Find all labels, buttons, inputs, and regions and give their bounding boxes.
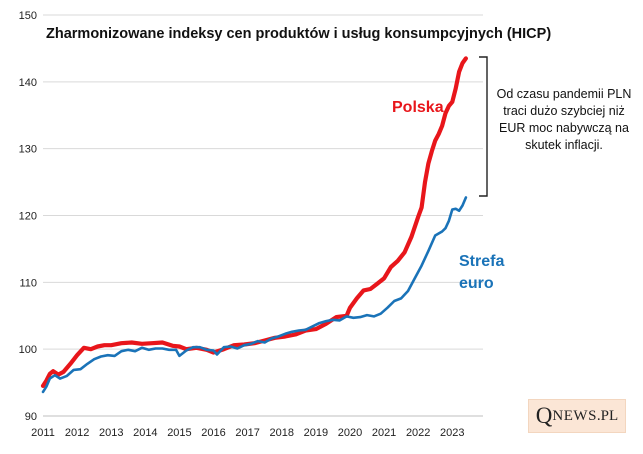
annotation-bracket xyxy=(479,56,488,197)
x-tick-label: 2020 xyxy=(338,427,362,439)
qnews-logo: Q NEWS .PL xyxy=(528,399,626,433)
y-tick-label: 150 xyxy=(19,10,37,22)
x-tick-label: 2015 xyxy=(167,427,191,439)
series-lines xyxy=(40,56,468,394)
x-tick-label: 2019 xyxy=(304,427,328,439)
x-tick-label: 2011 xyxy=(31,427,55,439)
x-tick-label: 2022 xyxy=(406,427,430,439)
x-tick-label: 2013 xyxy=(99,427,123,439)
series-label-euro: euro xyxy=(459,275,494,292)
x-tick-label: 2021 xyxy=(372,427,396,439)
y-tick-label: 140 xyxy=(19,77,37,89)
gridlines xyxy=(43,14,483,350)
x-tick-label: 2018 xyxy=(270,427,294,439)
series-label-polska: Polska xyxy=(392,99,444,116)
y-tick-label: 120 xyxy=(19,211,37,223)
x-tick-label: 2016 xyxy=(201,427,225,439)
annotation-text: Od czasu pandemii PLN traci dużo szybcie… xyxy=(496,87,632,152)
y-tick-label: 100 xyxy=(19,344,37,356)
y-tick-label: 130 xyxy=(19,144,37,156)
x-tick-label: 2017 xyxy=(235,427,259,439)
y-axis-ticks: 90 100 110 120 130 140 150 xyxy=(19,10,37,423)
x-tick-label: 2014 xyxy=(133,427,157,439)
x-tick-label: 2023 xyxy=(440,427,464,439)
series-label-strefa: Strefa xyxy=(459,253,504,270)
y-tick-label: 110 xyxy=(19,277,37,289)
logo-domain: .PL xyxy=(596,407,619,424)
series-line-strefa-euro xyxy=(41,196,468,394)
x-axis-ticks: 2011 2012 2013 2014 2015 2016 2017 2018 2019 2020… xyxy=(31,427,464,439)
chart-title: Zharmonizowane indeksy cen produktów i u… xyxy=(46,26,551,42)
logo-q: Q xyxy=(535,403,553,428)
x-tick-label: 2012 xyxy=(65,427,89,439)
y-tick-label: 90 xyxy=(25,411,37,423)
logo-news: NEWS xyxy=(552,407,597,424)
series-line-polska xyxy=(40,56,468,388)
